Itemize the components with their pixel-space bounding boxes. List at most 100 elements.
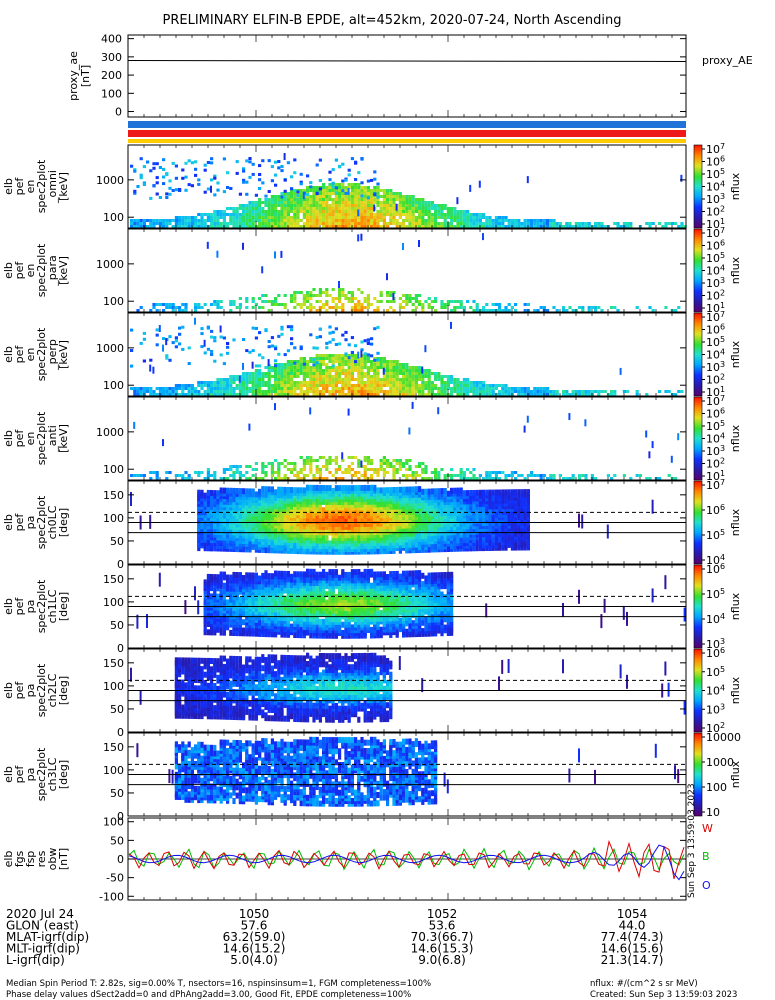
proxy-ae-ytick: 200	[101, 69, 122, 82]
ytick-label: 0	[117, 642, 124, 655]
ylabel-pef_pa_ch1: elbpefpaspec2plotch1LC[deg]	[2, 579, 70, 633]
xaxis-row-value: 44.0	[619, 919, 646, 933]
colorbar-tick: 104	[706, 612, 725, 626]
colorbar-tick: 106	[706, 155, 725, 169]
panel-pef_pa_ch1: 150100500elbpefpaspec2plotch1LC[deg]1061…	[2, 562, 742, 655]
panel-fgs-res: 100 50 0 -50 -100 W B O elbfgsfspresobw[nT]	[2, 816, 713, 904]
ytick-label: 0	[117, 726, 124, 739]
fgs-ytick: -50	[106, 872, 124, 885]
colorbar-tick: 107	[706, 394, 725, 408]
colorbar-tick: 104	[706, 553, 725, 567]
panel-pef_en_perp: 1000 100 elbpefenspec2plot_perp[keV] 107106…	[2, 310, 742, 399]
colorbar-tick: 103	[706, 702, 725, 716]
panel-pef_pa_ch3: 150 100 50 0 elbpefpaspec2plotch3LC[deg] 1000…	[2, 731, 742, 823]
ytick-label: 100	[103, 512, 124, 525]
colorbar-tick: 107	[706, 142, 725, 156]
fgs-ytick: 50	[110, 834, 124, 847]
ytick-label: 100	[103, 211, 124, 224]
xaxis-row-value: 14.6(15.6)	[601, 942, 664, 956]
colorbar-tick: 104	[706, 432, 725, 446]
ylabel-pef_en_all: elbpefenspec2plot_omni[keV]	[2, 159, 70, 213]
xaxis-row-value: 21.3(14.7)	[601, 953, 664, 967]
xaxis-row-label: L-igrf(dip)	[6, 953, 65, 967]
legend-o: O	[702, 879, 711, 892]
proxy-ae-ylabel: proxy_ae[nT]	[67, 51, 92, 101]
colorbar-pef_pa_ch3: 10000 1000 100 10 nflux	[693, 731, 742, 819]
fgs-ylabel: elbfgsfspresobw[nT]	[2, 848, 70, 871]
colorbar-tick: 106	[706, 239, 725, 253]
panel-pef_en_anti: 1000 100 elbpefenspec2plot_anti[keV] 107106…	[2, 394, 742, 483]
colorbar-tick: 106	[706, 407, 725, 421]
colorbar-tick: 104	[706, 264, 725, 278]
ytick-label: 1000	[96, 258, 124, 271]
colorbar-tick: 101	[706, 301, 725, 315]
ylabel-pef_en_perp: elbpefenspec2plot_perp[keV]	[2, 327, 70, 381]
ytick-label: 50	[110, 787, 124, 800]
panel-pef_en_para: 1000 100 elbpefenspec2plot_para[keV] 107106…	[2, 226, 742, 315]
x-ticks	[143, 35, 673, 900]
colorbar-tick: 1000	[706, 756, 734, 769]
colorbar-label: nflux	[729, 256, 742, 284]
colorbar-tick: 103	[706, 637, 725, 651]
spectrogram-cells	[136, 568, 686, 639]
colorbar-tick: 102	[706, 457, 725, 471]
proxy-ae-legend: proxy_AE	[702, 54, 753, 67]
ytick-label: 100	[103, 596, 124, 609]
ytick-label: 1000	[96, 426, 124, 439]
ytick-label: 0	[117, 810, 124, 823]
spectrogram-cells	[130, 317, 684, 396]
status-bar-yellow	[128, 139, 686, 143]
colorbar-tick: 106	[706, 562, 725, 576]
colorbar-pef_pa_ch0: 107 106 105 104 nflux	[693, 478, 742, 567]
footer-created: Created: Sun Sep 3 13:59:03 2023	[590, 990, 737, 1000]
ytick-label: 150	[103, 489, 124, 502]
colorbar-tick: 105	[706, 335, 725, 349]
footer-line-1: Median Spin Period T: 2.82s, sig=0.00% T…	[6, 979, 431, 989]
fgs-ytick: -100	[99, 890, 124, 903]
colorbar-tick: 101	[706, 217, 725, 231]
xaxis-row-value: 57.6	[241, 919, 268, 933]
ytick-label: 100	[103, 764, 124, 777]
colorbar-tick: 104	[706, 348, 725, 362]
ytick-label: 150	[103, 573, 124, 586]
ytick-label: 50	[110, 703, 124, 716]
colorbar-tick: 102	[706, 289, 725, 303]
colorbar-tick: 103	[706, 192, 725, 206]
xaxis-row-value: 77.4(74.3)	[601, 930, 664, 944]
colorbar-tick: 105	[706, 587, 725, 601]
colorbar-tick: 106	[706, 323, 725, 337]
legend-b: B	[702, 850, 710, 863]
colorbar-tick: 102	[706, 373, 725, 387]
xaxis-row-label: MLAT-igrf(dip)	[6, 930, 89, 944]
ytick-label: 50	[110, 535, 124, 548]
colorbar-tick: 10	[706, 806, 720, 819]
ytick-label: 100	[103, 680, 124, 693]
xaxis-row-value: 1052	[427, 907, 458, 921]
colorbar-tick: 102	[706, 721, 725, 735]
status-bar-blue	[128, 121, 686, 128]
xaxis-row-value: 70.3(66.7)	[411, 930, 474, 944]
proxy-ae-ytick: 100	[101, 87, 122, 100]
ytick-label: 100	[103, 295, 124, 308]
fgs-series-O	[128, 844, 685, 881]
ylabel-pef_pa_ch3: elbpefpaspec2plotch3LC[deg]	[2, 747, 70, 801]
status-bar-red	[128, 130, 686, 137]
ylabel-pef_en_anti: elbpefenspec2plot_anti[keV]	[2, 411, 70, 465]
ytick-label: 0	[117, 558, 124, 571]
panel-proxy-ae: 400 300 200 100 0 proxy_AE proxy_ae[nT]	[67, 33, 753, 119]
proxy-ae-ytick: 400	[101, 33, 122, 46]
colorbar-tick: 103	[706, 360, 725, 374]
colorbar-tick: 100	[706, 781, 727, 794]
xaxis-row-value: 14.6(15.2)	[223, 942, 286, 956]
colorbar-tick: 105	[706, 665, 725, 679]
colorbar-tick: 105	[706, 251, 725, 265]
ylabel-pef_pa_ch0: elbpefpaspec2plotch0LC[deg]	[2, 495, 70, 549]
footer-line-2: Phase delay values dSect2add=0 and dPhAn…	[6, 990, 411, 1000]
xaxis-row-value: 1050	[239, 907, 270, 921]
colorbar-pef_pa_ch1: 106 105 104 103 nflux	[693, 562, 742, 651]
spectrogram-cells	[130, 484, 654, 555]
footer-units: nflux: #/(cm^2 s sr MeV)	[590, 979, 698, 989]
colorbar-tick: 105	[706, 528, 725, 542]
